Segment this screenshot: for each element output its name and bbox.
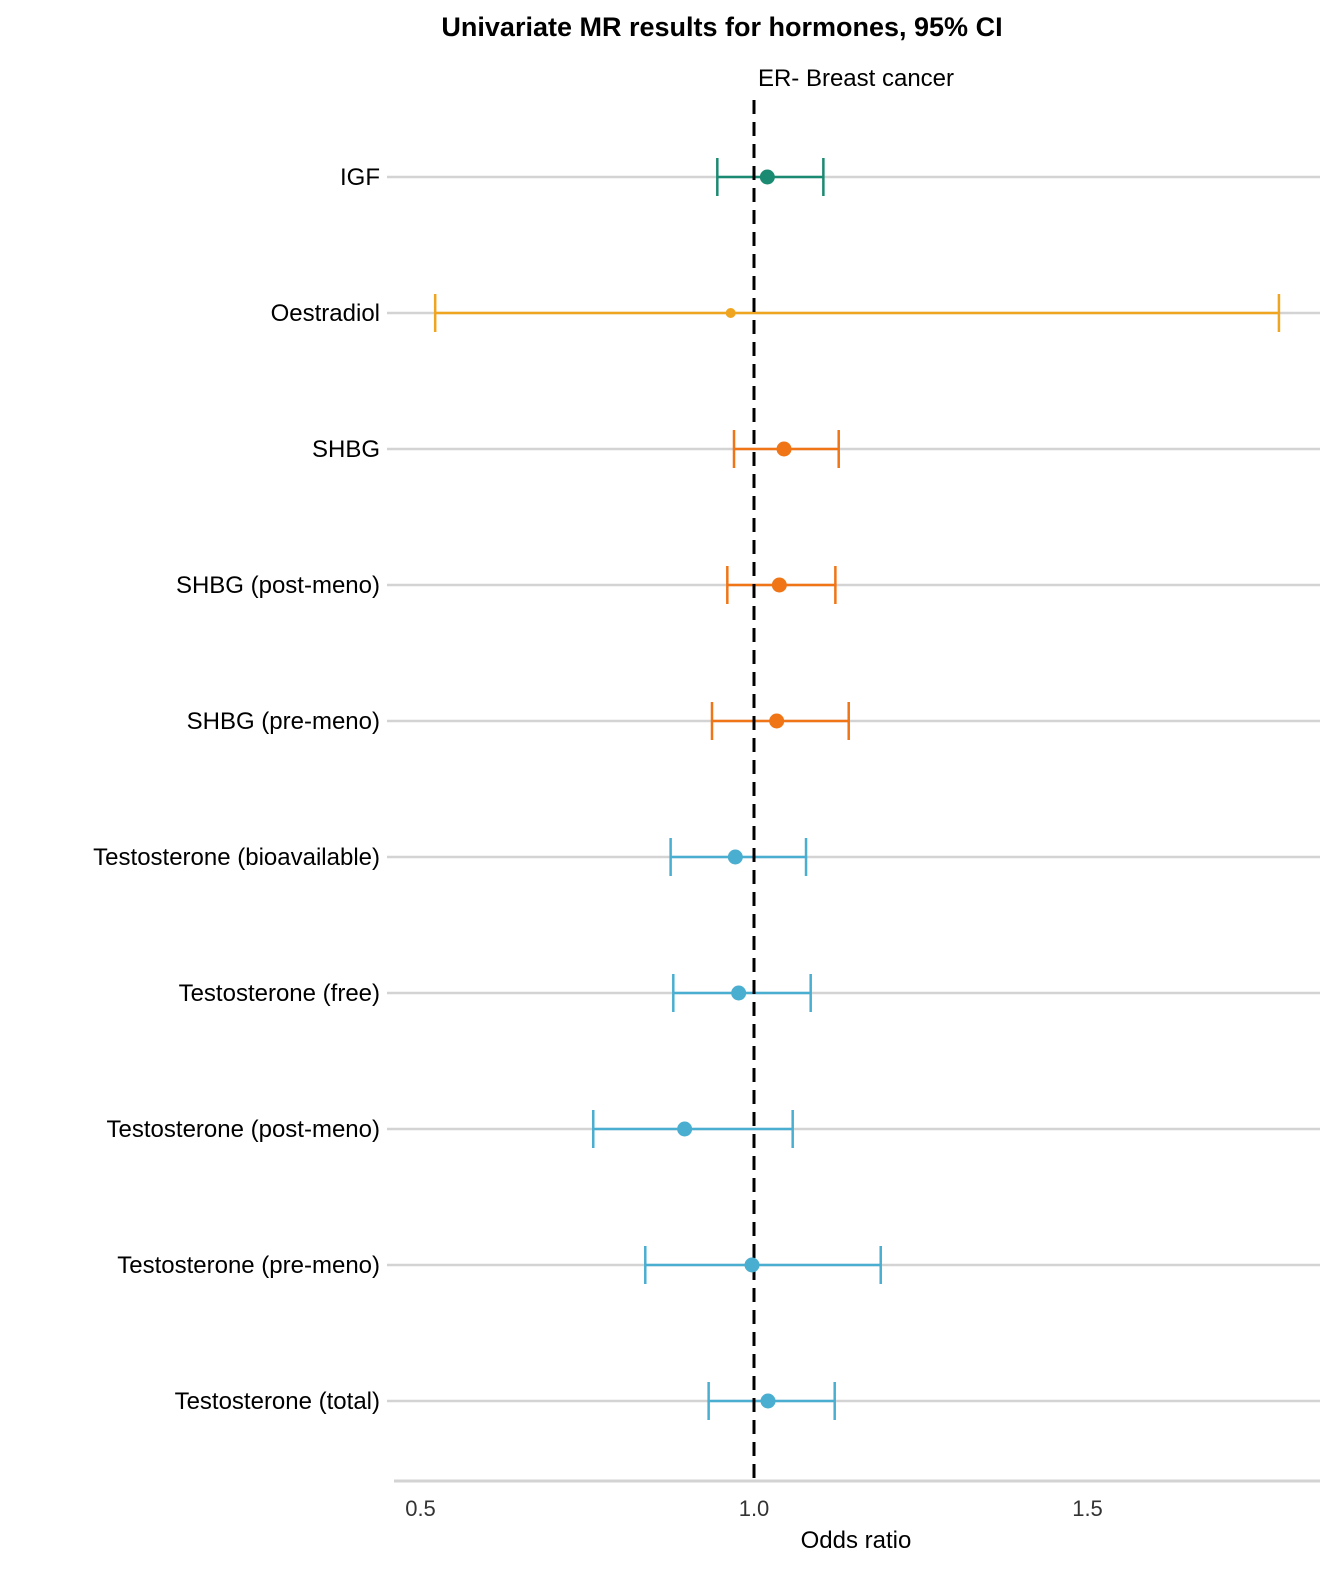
row-label: Testosterone (bioavailable)	[93, 844, 380, 871]
row-label: Testosterone (pre-meno)	[117, 1252, 380, 1279]
x-axis-label: Odds ratio	[801, 1527, 912, 1554]
row-label: Testosterone (post-meno)	[107, 1116, 380, 1143]
point-estimate	[725, 308, 736, 318]
x-tick-label: 1.5	[1072, 1496, 1103, 1521]
point-estimate	[769, 713, 785, 729]
facet-label: ER- Breast cancer	[758, 65, 954, 92]
confidence-intervals	[433, 158, 1281, 1420]
row-label: Oestradiol	[271, 300, 380, 327]
point-estimate	[731, 985, 747, 1001]
row-label: SHBG (post-meno)	[176, 572, 380, 599]
point-estimate	[760, 1393, 776, 1409]
point-estimate	[744, 1257, 760, 1273]
row-label: Testosterone (free)	[179, 980, 380, 1007]
x-tick-label: 1.0	[739, 1496, 770, 1521]
x-tick-label: 0.5	[405, 1496, 436, 1521]
point-estimates	[677, 169, 792, 1409]
point-estimate	[677, 1121, 693, 1137]
point-estimate	[776, 441, 792, 457]
point-estimate	[771, 577, 787, 593]
gridlines	[387, 175, 1320, 1403]
row-labels: IGF Oestradiol SHBG SHBG (post-meno) SHBG (p…	[93, 164, 380, 1415]
row-label: Testosterone (total)	[175, 1388, 380, 1415]
x-axis-ticks: 0.5 1.0 1.5	[405, 1496, 1103, 1521]
row-label: IGF	[340, 164, 380, 191]
row-label: SHBG (pre-meno)	[187, 708, 380, 735]
row-label: SHBG	[312, 436, 380, 463]
chart-title: Univariate MR results for hormones, 95% …	[441, 12, 1002, 42]
point-estimate	[759, 169, 775, 185]
point-estimate	[727, 849, 743, 865]
